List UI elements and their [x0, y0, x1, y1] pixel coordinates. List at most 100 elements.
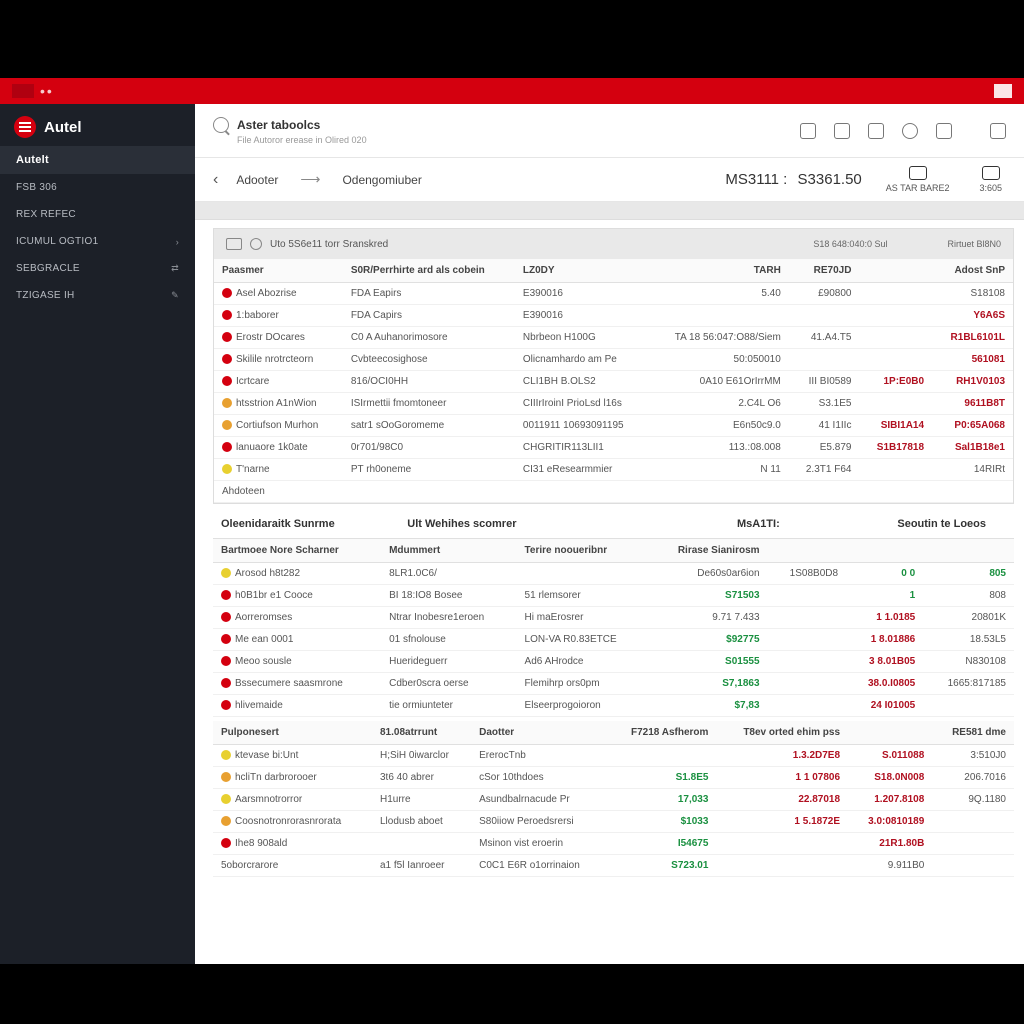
status-item: 3:605: [979, 166, 1002, 193]
sidebar-item[interactable]: FSB 306: [0, 174, 195, 201]
sidebar-item[interactable]: SEBGRACLE⇄: [0, 255, 195, 282]
table-cell: 0r701/98C0: [343, 437, 515, 459]
column-header[interactable]: [859, 259, 932, 283]
column-header[interactable]: [923, 539, 1014, 563]
table-cell: 22.87018: [716, 789, 848, 811]
status-label: 3:605: [979, 183, 1002, 193]
table-cell: Cdber0scra oerse: [381, 673, 516, 695]
column-header[interactable]: F7218 Asfherom: [607, 721, 716, 745]
status-dot-icon: [221, 678, 231, 688]
back-button[interactable]: ‹: [213, 171, 218, 189]
table-row[interactable]: Me ean 000101 sfnolouseLON-VA R0.83ETCE$…: [213, 629, 1014, 651]
column-header[interactable]: T8ev orted ehim pss: [716, 721, 848, 745]
table-cell: [859, 283, 932, 305]
table-cell: Nbrbeon H100G: [515, 327, 649, 349]
breadcrumb-level2[interactable]: Odengomiuber: [342, 173, 421, 187]
column-header[interactable]: [848, 721, 932, 745]
table-row[interactable]: hcliTn darbrorooer3t6 40 abrercSor 10thd…: [213, 767, 1014, 789]
section-2-col4: Seoutin te Loeos: [800, 518, 1006, 530]
table-cell: [932, 811, 1014, 833]
lock-icon: [250, 238, 262, 250]
table-cell: 1.3.2D7E8: [716, 745, 848, 767]
column-header[interactable]: Pulponesert: [213, 721, 372, 745]
table-row[interactable]: 5oborcrarorea1 f5l IanroeerC0C1 E6R o1or…: [213, 855, 1014, 877]
sidebar-item[interactable]: ICUMUL OGTIO1›: [0, 228, 195, 255]
column-header[interactable]: [768, 539, 847, 563]
column-header[interactable]: LZ0DY: [515, 259, 649, 283]
sidebar-item[interactable]: REX REFEC: [0, 201, 195, 228]
export-icon[interactable]: [834, 123, 850, 139]
column-header[interactable]: Adost SnP: [932, 259, 1013, 283]
column-header[interactable]: Paasmer: [214, 259, 343, 283]
panel-1-title: Uto 5S6e11 torr Sranskred: [270, 239, 388, 250]
table-cell: C0C1 E6R o1orrinaion: [471, 855, 607, 877]
table-row[interactable]: hlivemaidetie ormiunteterElseerprogoioro…: [213, 695, 1014, 717]
table-cell: [517, 563, 649, 585]
table-cell: PT rh0oneme: [343, 459, 515, 481]
table-row[interactable]: Ihe8 908aldMsinon vist eroerinI5467521R1…: [213, 833, 1014, 855]
sidebar-item-active[interactable]: Autelt: [0, 146, 195, 174]
table-cell: CHGRITIR113LII1: [515, 437, 649, 459]
column-header[interactable]: S0R/Perrhirte ard als cobein: [343, 259, 515, 283]
table-cell: LON-VA R0.83ETCE: [517, 629, 649, 651]
table-cell: [859, 459, 932, 481]
table-row[interactable]: Meoo sousleHuerideguerrAd6 AHrodceS01555…: [213, 651, 1014, 673]
table-cell: 561081: [932, 349, 1013, 371]
copy-icon[interactable]: [936, 123, 952, 139]
table-cell: [768, 651, 847, 673]
breadcrumb-bar: ‹ Adooter ⟶ Odengomiuber MS3111 : S3361.…: [195, 158, 1024, 202]
table-2: Bartmoee Nore ScharnerMdummertTerire noo…: [213, 539, 1014, 717]
titlebar-control-icon[interactable]: [994, 84, 1012, 98]
table-cell: 01 sfnolouse: [381, 629, 516, 651]
table-cell: Ahdoteen: [214, 481, 343, 503]
notification-icon[interactable]: [990, 123, 1006, 139]
table-row[interactable]: Skilile nrotrcteornCvbteecosighoseOlicna…: [214, 349, 1013, 371]
table-row[interactable]: ktevase bi:UntH;SiH 0iwarclorErerocTnb1.…: [213, 745, 1014, 767]
table-row[interactable]: Erostr DOcaresC0 A AuhanorimosoreNbrbeon…: [214, 327, 1013, 349]
status-item: AS TAR BARE2: [886, 166, 950, 193]
table-cell: h0B1br e1 Cooce: [213, 585, 381, 607]
tag-icon[interactable]: [800, 123, 816, 139]
column-header[interactable]: RE581 dme: [932, 721, 1014, 745]
column-header[interactable]: Daotter: [471, 721, 607, 745]
brand-logo-icon: [14, 116, 36, 138]
table-cell: Elseerprogoioron: [517, 695, 649, 717]
table-row[interactable]: CoosnotronrorasnrorataLlodusb aboetS80ii…: [213, 811, 1014, 833]
status-dot-icon: [221, 568, 231, 578]
table-cell: Aarsmnotrorror: [213, 789, 372, 811]
search-icon[interactable]: [213, 117, 229, 133]
sidebar-item[interactable]: TZIGASE IH✎: [0, 282, 195, 309]
table-row[interactable]: Arosod h8t2828LR1.0C6/De60s0ar6ion1S08B0…: [213, 563, 1014, 585]
table-row[interactable]: Icrtcare816/OCI0HHCLI1BH B.OLS20A10 E61O…: [214, 371, 1013, 393]
column-header[interactable]: RE70JD: [789, 259, 860, 283]
column-header[interactable]: Bartmoee Nore Scharner: [213, 539, 381, 563]
column-header[interactable]: Mdummert: [381, 539, 516, 563]
table-row[interactable]: AorreromsesNtrar Inobesre1eroenHi maEros…: [213, 607, 1014, 629]
table-cell: [932, 833, 1014, 855]
panel-1-meta2: Rirtuet Bl8N0: [947, 239, 1001, 249]
table-row[interactable]: Bssecumere saasmroneCdber0scra oerseFlem…: [213, 673, 1014, 695]
column-header[interactable]: TARH: [649, 259, 789, 283]
table-row[interactable]: AarsmnotrorrorH1urreAsundbalrnacude Pr17…: [213, 789, 1014, 811]
column-header[interactable]: Terire nooueribnr: [517, 539, 649, 563]
breadcrumb-level1[interactable]: Adooter: [236, 173, 278, 187]
table-row[interactable]: lanuaore 1k0ate0r701/98C0CHGRITIR113LII1…: [214, 437, 1013, 459]
table-row[interactable]: Cortiufson Murhonsatr1 sOoGoromeme001191…: [214, 415, 1013, 437]
help-icon[interactable]: [902, 123, 918, 139]
column-header[interactable]: [846, 539, 923, 563]
table-row[interactable]: 1:baborerFDA CapirsE390016Y6A6S: [214, 305, 1013, 327]
table-row[interactable]: Ahdoteen: [214, 481, 1013, 503]
bookmark-icon[interactable]: [868, 123, 884, 139]
table-row[interactable]: htsstrion A1nWionISIrmettii fmomtoneerCI…: [214, 393, 1013, 415]
column-header[interactable]: 81.08atrrunt: [372, 721, 471, 745]
table-cell: a1 f5l Ianroeer: [372, 855, 471, 877]
status-dot-icon: [221, 634, 231, 644]
column-header[interactable]: Rirase Sianirosm: [648, 539, 767, 563]
table-row[interactable]: h0B1br e1 CooceBI 18:IO8 Bosee51 rlemsor…: [213, 585, 1014, 607]
status-dot-icon: [221, 612, 231, 622]
table-row[interactable]: T'narnePT rh0onemeCI31 eResearmmierN 112…: [214, 459, 1013, 481]
table-cell: [859, 481, 932, 503]
section-2-col1: Oleenidaraitk Sunrme: [221, 518, 407, 530]
table-row[interactable]: Asel AbozriseFDA EapirsE3900165.40£90800…: [214, 283, 1013, 305]
status-dot-icon: [221, 838, 231, 848]
